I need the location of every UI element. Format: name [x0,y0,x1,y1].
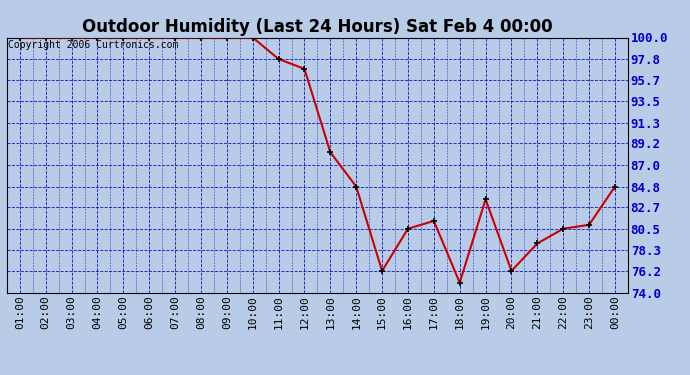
Title: Outdoor Humidity (Last 24 Hours) Sat Feb 4 00:00: Outdoor Humidity (Last 24 Hours) Sat Feb… [82,18,553,36]
Text: Copyright 2006 Curtronics.com: Copyright 2006 Curtronics.com [8,40,179,50]
